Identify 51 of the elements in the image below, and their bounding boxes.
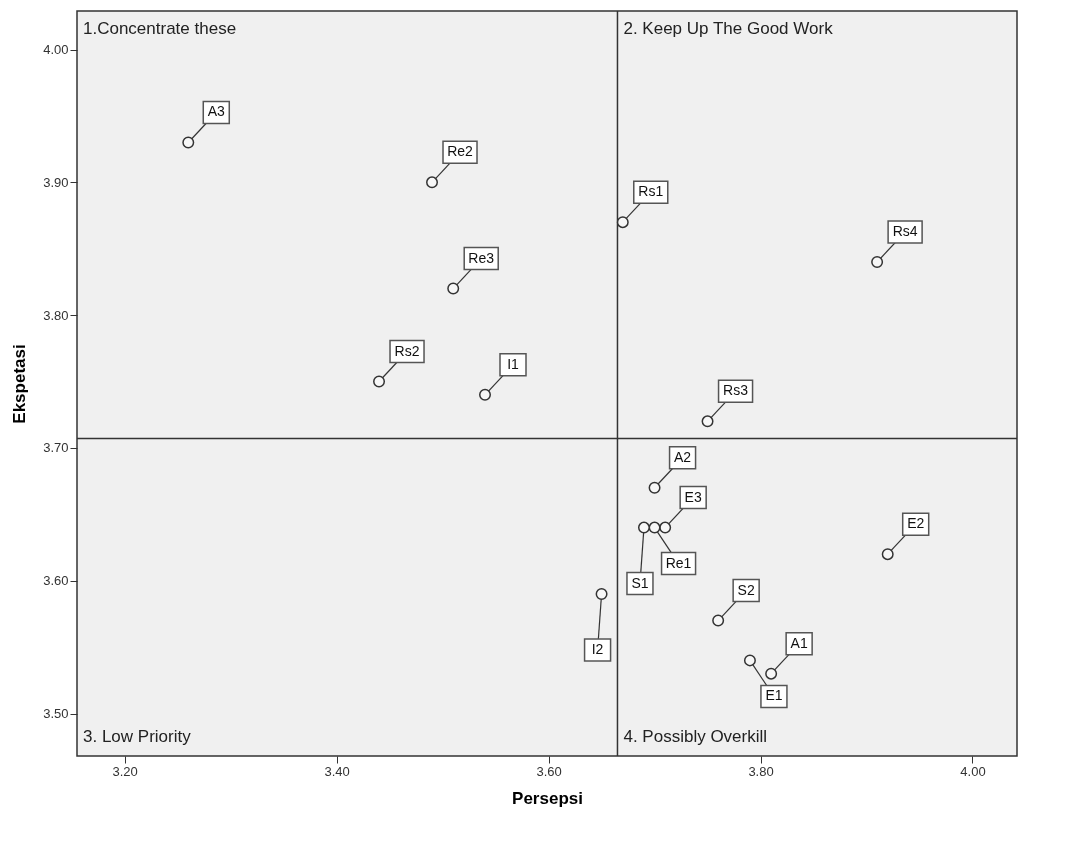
x-tick-label: 3.20 xyxy=(112,763,138,779)
annotation: Rs3 xyxy=(723,382,749,399)
point xyxy=(701,415,714,428)
point xyxy=(447,282,460,295)
annotation: Re1 xyxy=(665,554,692,571)
point xyxy=(373,375,386,388)
x-tick-label: 3.60 xyxy=(536,763,562,779)
annotation: A1 xyxy=(790,634,808,651)
annotation: 2. Keep Up The Good Work xyxy=(623,19,834,38)
y-axis-title: Ekspetasi xyxy=(10,344,30,424)
annotation: A2 xyxy=(674,448,692,465)
point xyxy=(712,614,725,627)
point xyxy=(743,654,756,667)
point xyxy=(871,256,884,268)
point xyxy=(637,521,650,534)
point xyxy=(881,548,894,561)
x-tick-label: 3.40 xyxy=(324,763,350,779)
y-tick-label: 3.80 xyxy=(43,307,69,323)
y-tick-label: 3.60 xyxy=(43,573,69,589)
annotation: Rs1 xyxy=(638,183,664,200)
x-axis-title: Persepsi xyxy=(512,788,583,808)
annotation: 1.Concentrate these xyxy=(83,19,237,38)
annotation: E1 xyxy=(765,687,783,704)
x-tick-label: 3.80 xyxy=(748,763,774,779)
y-tick-label: 3.70 xyxy=(43,440,69,456)
annotation: E3 xyxy=(684,488,702,505)
y-tick-label: 3.50 xyxy=(43,706,69,721)
annotation: Re3 xyxy=(468,249,495,266)
annotation: I1 xyxy=(507,355,520,372)
annotation: A3 xyxy=(207,103,226,120)
annotation: 3. Low Priority xyxy=(83,727,192,746)
annotation: I2 xyxy=(591,640,604,657)
y-tick-label: 3.90 xyxy=(43,174,69,190)
point xyxy=(659,521,672,534)
point xyxy=(616,216,629,229)
annotation: S2 xyxy=(737,581,755,598)
y-tick-label: 4.00 xyxy=(43,42,69,58)
annotation: S1 xyxy=(631,574,649,591)
point xyxy=(595,588,608,600)
annotation: 4. Possibly Overkill xyxy=(623,727,768,746)
point xyxy=(765,667,778,680)
x-tick-label: 4.00 xyxy=(960,763,986,779)
point xyxy=(426,176,439,189)
point xyxy=(648,521,661,534)
annotation: Rs4 xyxy=(892,222,918,239)
point xyxy=(182,136,195,149)
point xyxy=(479,388,491,401)
annotation: Rs2 xyxy=(394,342,420,359)
annotation: Re2 xyxy=(447,143,474,160)
point xyxy=(648,481,661,494)
annotation: E2 xyxy=(907,515,925,532)
